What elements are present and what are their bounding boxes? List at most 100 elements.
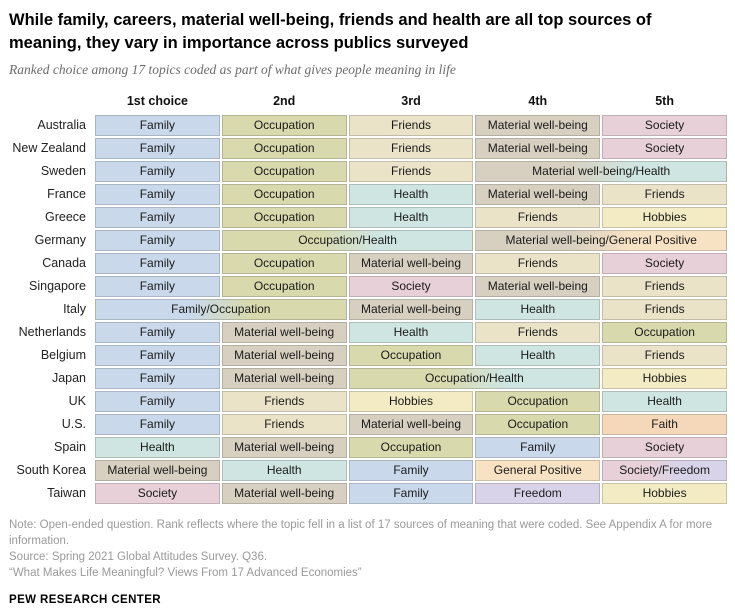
rank-cell: Health <box>602 390 727 412</box>
rank-cell: Material well-being <box>348 252 474 274</box>
country-label: Japan <box>51 370 86 385</box>
country-label: Netherlands <box>18 324 86 339</box>
rank-cell: Family <box>95 137 220 159</box>
country-label: France <box>47 186 86 201</box>
column-header-3: 3rd <box>401 93 421 108</box>
table-row: Italy Family/Occupation Material well-bein… <box>9 298 727 320</box>
rank-cell: Family <box>95 229 220 251</box>
rank-cell: Material well-being <box>221 344 347 366</box>
rank-cell: Friends <box>348 160 474 182</box>
pew-research-center-wordmark: PEW RESEARCH CENTER <box>9 593 162 606</box>
rank-cell: Family <box>95 390 220 412</box>
column-header-row: 1st choice 2nd 3rd 4th 5th <box>9 94 727 108</box>
rank-cell: Material well-being <box>221 436 347 458</box>
rank-cell: Occupation <box>221 252 347 274</box>
rank-cell: Material well-being <box>475 183 601 205</box>
column-header-1: 1st choice <box>126 93 188 108</box>
rank-cell: Health <box>95 436 220 458</box>
country-label: Taiwan <box>47 485 86 500</box>
column-header-2: 2nd <box>273 93 296 108</box>
table-row: Spain Health Material well-being Occupation… <box>9 436 727 458</box>
country-label: Canada <box>42 255 86 270</box>
rank-cell: Society/Freedom <box>602 459 727 481</box>
column-header-4: 4th <box>528 93 548 108</box>
rank-cell: General Positive <box>475 459 601 481</box>
rank-cell: Material well-being/Health <box>475 160 727 182</box>
table-row: Belgium Family Material well-being Occupati… <box>9 344 727 366</box>
country-label: Australia <box>37 117 86 132</box>
corner-spacer <box>9 94 93 108</box>
rank-cell: Friends <box>221 390 347 412</box>
rank-cell: Occupation <box>221 183 347 205</box>
table-row: Netherlands Family Material well-being Heal… <box>9 321 727 343</box>
rank-cell: Friends <box>602 344 727 366</box>
country-label: Greece <box>45 209 86 224</box>
rank-cell: Hobbies <box>348 390 474 412</box>
rank-cell: Freedom <box>475 482 601 504</box>
rank-cell: Material well-being <box>475 137 601 159</box>
rank-cell: Society <box>602 436 727 458</box>
rank-cell: Occupation <box>221 114 347 136</box>
table-row: Sweden Family Occupation Friends Material we… <box>9 160 727 182</box>
rank-cell: Society <box>348 275 474 297</box>
table-row: Australia Family Occupation Friends Material… <box>9 114 727 136</box>
rank-cell: Occupation/Health <box>348 367 601 389</box>
rank-cell: Material well-being/General Positive <box>475 229 727 251</box>
rank-cell: Family <box>95 367 220 389</box>
rank-cell: Society <box>602 114 727 136</box>
rank-cell: Occupation <box>221 206 347 228</box>
country-label: Spain <box>54 439 86 454</box>
table-row: Taiwan Society Material well-being Family Fr… <box>9 482 727 504</box>
rank-cell: Family <box>95 252 220 274</box>
rank-cell: Occupation <box>221 275 347 297</box>
rank-cell: Health <box>348 206 474 228</box>
note-text: Note: Open-ended question. Rank reflects… <box>9 518 713 547</box>
country-label: Belgium <box>40 347 86 362</box>
rank-cell: Occupation <box>475 390 601 412</box>
rank-cell: Friends <box>602 275 727 297</box>
rank-cell: Society <box>95 482 220 504</box>
rank-cell: Family <box>475 436 601 458</box>
country-label: U.S. <box>61 416 86 431</box>
table-row: UK Family Friends Hobbies Occupation Health <box>9 390 727 412</box>
rank-cell: Occupation <box>348 436 474 458</box>
country-label: New Zealand <box>12 140 86 155</box>
rank-cell: Friends <box>602 298 727 320</box>
rank-cell: Occupation/Health <box>221 229 474 251</box>
rank-cell: Society <box>602 252 727 274</box>
country-label: Italy <box>63 301 86 316</box>
rank-cell: Family <box>95 275 220 297</box>
rank-cell: Health <box>348 183 474 205</box>
rank-cell: Family <box>348 482 474 504</box>
rank-cell: Hobbies <box>602 482 727 504</box>
table-row: Singapore Family Occupation Society Material… <box>9 275 727 297</box>
rank-cell: Health <box>475 298 601 320</box>
rank-cell: Friends <box>475 206 601 228</box>
rank-cell: Family <box>95 344 220 366</box>
rank-cell: Material well-being <box>348 298 474 320</box>
rank-cell: Friends <box>348 114 474 136</box>
table-row: South Korea Material well-being Health Fami… <box>9 459 727 481</box>
rank-cell: Friends <box>348 137 474 159</box>
table-body: Australia Family Occupation Friends Material… <box>9 114 727 504</box>
rank-cell: Family <box>95 160 220 182</box>
table-row: Canada Family Occupation Material well-bein… <box>9 252 727 274</box>
rank-cell: Family <box>95 321 220 343</box>
rank-cell: Health <box>348 321 474 343</box>
rank-cell: Hobbies <box>602 367 727 389</box>
rank-cell: Health <box>221 459 347 481</box>
rank-cell: Material well-being <box>475 114 601 136</box>
rank-cell: Friends <box>475 321 601 343</box>
rank-cell: Faith <box>602 413 727 435</box>
rank-cell: Health <box>475 344 601 366</box>
footnotes: Note: Open-ended question. Rank reflects… <box>9 517 727 581</box>
rank-cell: Material well-being <box>348 413 474 435</box>
rank-cell: Hobbies <box>602 206 727 228</box>
country-label: Sweden <box>40 163 86 178</box>
rank-cell: Society <box>602 137 727 159</box>
country-label: UK <box>68 393 86 408</box>
rank-cell: Occupation <box>221 160 347 182</box>
country-label: South Korea <box>16 462 87 477</box>
rank-cell: Friends <box>602 183 727 205</box>
